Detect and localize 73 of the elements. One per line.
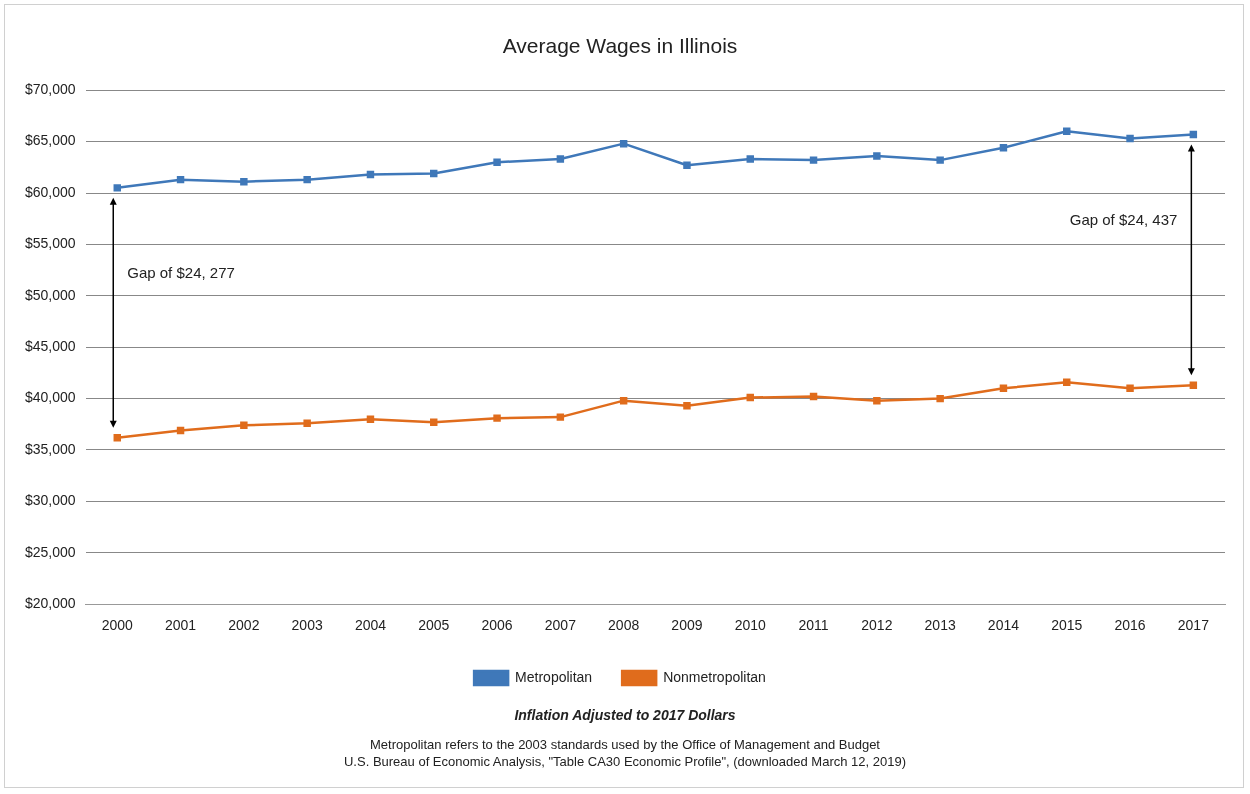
legend-label: Nonmetropolitan: [663, 668, 766, 685]
point: [873, 152, 881, 160]
x-tick-label: 2007: [544, 617, 577, 634]
point: [1063, 127, 1071, 136]
x-tick-label: 2009: [671, 617, 703, 634]
point: [240, 421, 248, 430]
point: [873, 396, 881, 405]
point: [176, 175, 185, 184]
point: [1189, 381, 1198, 389]
y-tick-label: $50,000: [25, 286, 76, 303]
point: [303, 175, 311, 184]
annotation: Gap of $24, 277: [127, 263, 235, 281]
y-tick-label: $65,000: [25, 132, 76, 149]
y-tick-label: $55,000: [25, 235, 76, 252]
x-tick-label: 2004: [354, 617, 387, 634]
point: [430, 418, 438, 426]
y-tick-label: $35,000: [25, 440, 76, 457]
point: [746, 155, 754, 163]
x-tick-label: 2015: [1051, 617, 1083, 634]
x-tick-label: 2016: [1114, 617, 1146, 634]
point: [936, 394, 944, 403]
legend-label: Metropolitan: [515, 668, 593, 685]
point: [176, 426, 185, 435]
point: [809, 392, 818, 401]
x-tick-label: 2006: [481, 617, 513, 634]
y-tick-label: $45,000: [25, 338, 76, 355]
x-tick-label: 2003: [291, 617, 323, 634]
point: [556, 413, 565, 421]
point: [303, 419, 311, 427]
point: [113, 433, 121, 442]
x-tick-label: 2012: [861, 617, 893, 634]
x-tick-label: 2011: [798, 617, 829, 634]
x-tick-label: 2013: [924, 617, 956, 634]
point: [556, 155, 565, 163]
x-tick-label: 2002: [228, 617, 260, 634]
y-tick-label: $20,000: [25, 595, 76, 612]
point: [809, 156, 818, 164]
x-tick-label: 2005: [418, 617, 450, 634]
y-tick-label: $60,000: [25, 183, 76, 200]
point: [746, 393, 754, 402]
text: Inflation Adjusted to 2017 Dollars: [513, 707, 737, 724]
x-tick-label: 2014: [987, 617, 1020, 634]
point: [999, 384, 1008, 393]
text: U.S. Bureau of Economic Analysis, "Table CA30 Economic Profile", (downloaded March 12, 2019): [343, 753, 907, 770]
point: [430, 169, 438, 178]
chart-title: Average Wages in Illinois: [502, 34, 738, 58]
point: [619, 139, 628, 148]
point: [1189, 130, 1198, 139]
point: [493, 414, 501, 422]
x-tick-label: 2001: [164, 617, 197, 634]
point: [113, 184, 121, 192]
y-tick-label: $30,000: [25, 492, 76, 509]
text: Metropolitan refers to the 2003 standards used by the Office of Management and Budget: [369, 736, 881, 753]
point: [493, 158, 501, 166]
point: [366, 170, 375, 179]
point: [366, 415, 375, 423]
annotation: Gap of $24, 437: [1069, 210, 1178, 228]
x-tick-label: 2017: [1177, 617, 1210, 634]
point: [1126, 134, 1134, 143]
point: [1126, 384, 1134, 393]
point: [683, 402, 691, 410]
point: [1063, 378, 1071, 386]
y-tick-label: $40,000: [25, 389, 76, 406]
x-tick-label: 2010: [734, 617, 767, 634]
point: [619, 396, 628, 405]
x-tick-label: 2008: [608, 617, 640, 634]
y-tick-label: $70,000: [25, 81, 76, 98]
point: [999, 144, 1008, 152]
x-tick-label: 2000: [101, 617, 134, 634]
point: [240, 177, 248, 186]
y-tick-label: $25,000: [25, 543, 76, 560]
point: [936, 156, 944, 164]
point: [683, 161, 691, 169]
